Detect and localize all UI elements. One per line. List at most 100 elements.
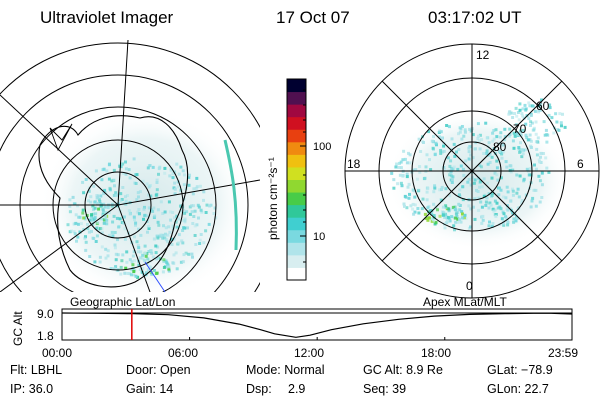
aurora-pixel xyxy=(154,251,158,255)
aurora-pixel xyxy=(199,208,203,212)
aurora-pixel xyxy=(518,174,522,178)
aurora-pixel xyxy=(84,240,88,244)
aurora-pixel xyxy=(128,176,132,180)
aurora-pixel xyxy=(431,146,435,150)
aurora-pixel xyxy=(136,191,140,195)
aurora-pixel xyxy=(119,272,123,276)
aurora-pixel xyxy=(444,214,448,218)
aurora-pixel xyxy=(145,214,149,218)
aurora-pixel xyxy=(163,171,167,175)
aurora-pixel xyxy=(538,179,542,183)
aurora-pixel xyxy=(479,200,483,204)
aurora-pixel xyxy=(103,205,107,209)
aurora-pixel xyxy=(147,206,151,210)
colorbar-segment xyxy=(287,217,306,231)
aurora-pixel xyxy=(415,177,419,181)
aurora-pixel xyxy=(441,205,445,209)
aurora-pixel xyxy=(496,206,500,210)
aurora-pixel xyxy=(528,138,532,142)
aurora-pixel xyxy=(552,131,556,135)
colorbar-segment xyxy=(287,104,306,118)
aurora-pixel xyxy=(478,179,482,183)
aurora-pixel xyxy=(101,168,105,172)
aurora-pixel xyxy=(136,210,140,214)
aurora-pixel xyxy=(401,158,405,162)
aurora-pixel xyxy=(528,167,532,171)
aurora-pixel xyxy=(442,166,446,169)
aurora-pixel xyxy=(183,211,187,215)
aurora-pixel xyxy=(191,255,194,259)
aurora-pixel xyxy=(92,220,96,224)
aurora-pixel xyxy=(133,259,136,263)
aurora-pixel xyxy=(412,189,416,193)
aurora-pixel xyxy=(171,211,175,214)
aurora-pixel xyxy=(140,270,144,274)
aurora-pixel xyxy=(499,131,503,135)
aurora-pixel xyxy=(408,153,412,157)
aurora-pixel xyxy=(100,245,104,249)
aurora-pixel xyxy=(554,112,558,116)
aurora-pixel xyxy=(130,260,134,264)
aurora-pixel xyxy=(96,201,99,205)
aurora-pixel xyxy=(123,271,127,275)
aurora-pixel xyxy=(482,177,486,181)
aurora-pixel xyxy=(536,136,540,140)
aurora-pixel xyxy=(456,220,460,224)
aurora-pixel xyxy=(94,169,98,173)
aurora-pixel xyxy=(426,186,430,190)
aurora-pixel xyxy=(163,210,167,214)
aurora-pixel xyxy=(86,222,89,226)
aurora-pixel xyxy=(91,212,95,216)
aurora-pixel xyxy=(441,150,444,154)
aurora-pixel xyxy=(501,143,505,147)
aurora-pixel xyxy=(174,220,178,224)
aurora-pixel xyxy=(512,146,516,150)
aurora-pixel xyxy=(188,212,192,216)
aurora-pixel xyxy=(453,205,457,209)
aurora-pixel xyxy=(477,176,480,180)
aurora-pixel xyxy=(82,191,86,195)
colorbar-segment xyxy=(287,166,306,180)
aurora-pixel xyxy=(417,211,421,215)
aurora-pixel xyxy=(157,172,160,176)
aurora-pixel xyxy=(173,192,177,196)
aurora-pixel xyxy=(458,126,462,130)
aurora-pixel xyxy=(498,149,501,153)
aurora-pixel xyxy=(417,188,421,192)
aurora-pixel xyxy=(112,178,116,182)
aurora-pixel xyxy=(79,222,83,226)
aurora-pixel xyxy=(98,260,102,264)
aurora-pixel xyxy=(137,208,141,211)
aurora-pixel xyxy=(530,121,534,125)
aurora-pixel xyxy=(164,238,168,242)
aurora-pixel xyxy=(495,166,499,170)
aurora-pixel xyxy=(125,250,129,254)
aurora-pixel xyxy=(168,230,172,234)
x-tick-label: 18:00 xyxy=(421,346,451,360)
aurora-pixel xyxy=(107,177,111,181)
aurora-pixel xyxy=(523,103,527,107)
aurora-pixel xyxy=(545,140,549,144)
aurora-pixel xyxy=(432,202,436,206)
aurora-pixel xyxy=(473,147,477,151)
aurora-pixel xyxy=(535,147,539,151)
aurora-pixel xyxy=(142,207,146,211)
aurora-pixel xyxy=(529,139,533,143)
aurora-pixel xyxy=(87,230,91,234)
glat-info: GLat: −78.9 xyxy=(487,363,553,377)
aurora-pixel xyxy=(533,109,537,113)
aurora-pixel xyxy=(477,139,481,143)
aurora-pixel xyxy=(477,208,481,212)
aurora-pixel xyxy=(462,173,466,177)
aurora-pixel xyxy=(113,243,117,247)
aurora-pixel xyxy=(550,116,554,120)
aurora-pixel xyxy=(411,202,415,206)
aurora-pixel xyxy=(493,199,497,203)
aurora-pixel xyxy=(406,185,410,189)
aurora-pixel xyxy=(444,187,448,191)
aurora-pixel xyxy=(478,185,482,189)
aurora-pixel xyxy=(181,219,185,222)
aurora-pixel xyxy=(173,187,177,191)
aurora-pixel xyxy=(442,149,446,153)
aurora-pixel xyxy=(453,228,456,232)
